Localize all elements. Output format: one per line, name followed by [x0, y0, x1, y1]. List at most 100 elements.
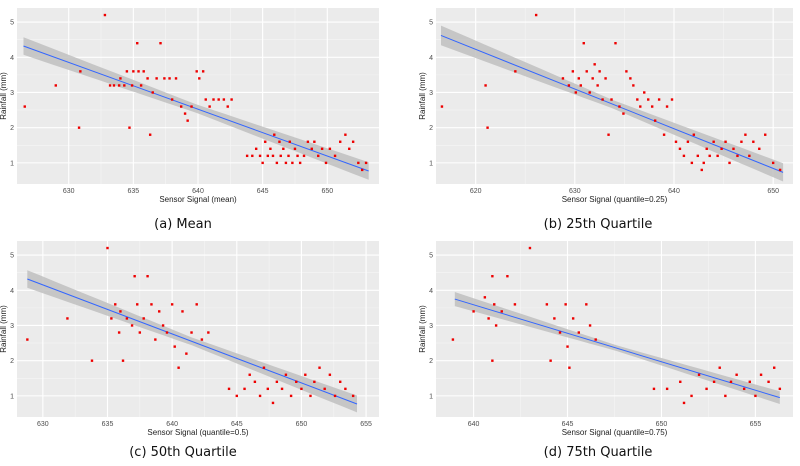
data-point — [117, 84, 121, 87]
data-point — [607, 133, 610, 136]
y-axis-title: Rainfall (mm) — [418, 72, 427, 120]
data-point — [195, 303, 198, 306]
data-point — [151, 91, 154, 94]
regression-line — [23, 45, 369, 172]
x-tick-label: 650 — [321, 188, 333, 195]
data-point — [653, 119, 657, 122]
data-point — [130, 84, 134, 87]
data-point — [264, 140, 267, 143]
data-point — [752, 140, 755, 143]
y-tick-label: 5 — [10, 253, 14, 260]
data-point — [472, 310, 475, 313]
data-point — [170, 98, 174, 101]
data-point — [136, 303, 139, 306]
y-tick-label: 5 — [429, 253, 433, 260]
data-point — [736, 154, 739, 158]
data-point — [313, 380, 316, 383]
data-point — [132, 70, 135, 73]
y-tick-label: 5 — [10, 20, 14, 27]
data-point — [154, 338, 157, 341]
data-point — [119, 310, 122, 313]
data-point — [275, 380, 279, 383]
x-tick-label: 645 — [562, 421, 574, 428]
data-point — [278, 140, 281, 143]
data-point — [298, 161, 302, 165]
data-point — [773, 366, 776, 369]
x-tick-label: 655 — [750, 421, 762, 428]
data-point — [177, 366, 180, 369]
data-point — [484, 84, 487, 87]
data-point — [643, 91, 646, 94]
data-point — [690, 394, 693, 398]
y-tick-label: 2 — [10, 358, 14, 365]
data-point — [712, 380, 716, 383]
data-point — [491, 359, 494, 362]
data-point — [729, 380, 733, 383]
y-axis-title: Rainfall (mm) — [0, 72, 8, 120]
data-point — [571, 317, 575, 320]
data-point — [778, 168, 782, 172]
x-tick-label: 635 — [128, 188, 140, 195]
data-point — [262, 366, 266, 369]
data-point — [577, 77, 580, 80]
data-point — [279, 154, 282, 158]
data-point — [732, 147, 735, 150]
data-point — [168, 77, 171, 80]
data-point — [280, 387, 284, 391]
data-point — [705, 387, 708, 391]
data-point — [77, 126, 81, 129]
data-point — [604, 77, 607, 80]
data-point — [183, 112, 187, 115]
data-point — [158, 310, 161, 313]
data-point — [295, 380, 298, 383]
y-tick-label: 4 — [10, 55, 14, 62]
y-tick-label: 2 — [10, 125, 14, 132]
data-point — [333, 394, 337, 398]
data-point — [318, 366, 321, 369]
data-point — [79, 70, 82, 73]
data-point — [287, 154, 290, 158]
data-point — [585, 303, 588, 306]
data-point — [125, 70, 129, 73]
data-point — [758, 147, 761, 150]
regression-line — [454, 298, 780, 399]
y-tick-label: 3 — [10, 323, 14, 330]
data-point — [90, 359, 94, 362]
data-point — [195, 70, 198, 73]
y-tick-label: 4 — [429, 288, 433, 295]
data-point — [588, 324, 592, 327]
data-point — [344, 387, 347, 391]
y-tick-label: 4 — [429, 55, 433, 62]
data-point — [142, 317, 145, 320]
data-point — [165, 331, 169, 334]
data-point — [506, 275, 509, 278]
data-point — [561, 77, 565, 80]
x-tick-label: 640 — [468, 421, 480, 428]
data-point — [339, 380, 342, 383]
data-point — [767, 380, 770, 383]
data-point — [271, 401, 275, 405]
panel-caption: (b) 25th Quartile — [544, 217, 653, 232]
data-point — [146, 77, 149, 80]
data-point — [133, 275, 136, 278]
data-point — [348, 147, 351, 150]
data-point — [778, 387, 782, 391]
y-tick-label: 1 — [429, 393, 433, 400]
data-point — [275, 161, 279, 165]
data-point — [364, 161, 368, 165]
data-point — [123, 84, 126, 87]
data-point — [696, 154, 699, 158]
x-tick-label: 650 — [767, 188, 779, 195]
data-point — [313, 140, 316, 143]
data-point — [137, 70, 140, 73]
y-tick-label: 3 — [429, 323, 433, 330]
data-point — [273, 133, 276, 136]
data-point — [705, 147, 708, 150]
data-point — [217, 98, 220, 101]
data-point — [724, 394, 727, 398]
data-point — [579, 84, 582, 87]
data-point — [682, 154, 686, 158]
data-point — [261, 161, 264, 165]
data-point — [304, 373, 307, 376]
data-point — [138, 331, 142, 334]
